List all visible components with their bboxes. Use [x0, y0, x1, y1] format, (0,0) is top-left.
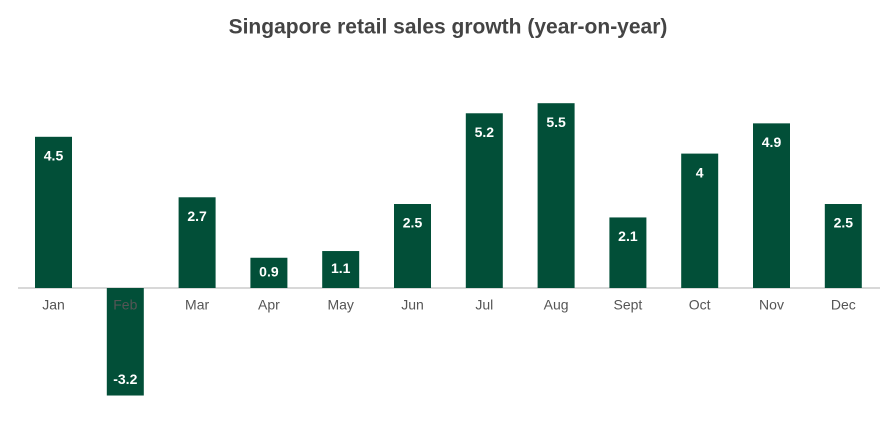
x-tick-label: Sept: [613, 297, 642, 313]
bar: [106, 288, 144, 396]
value-label: 0.9: [259, 264, 279, 280]
bar: [609, 217, 647, 288]
x-tick-label: Nov: [759, 297, 784, 313]
x-tick-label: Jan: [42, 297, 65, 313]
value-label: 5.2: [475, 124, 495, 140]
value-label: -3.2: [113, 371, 137, 387]
bar: [250, 257, 288, 288]
x-tick-label: Jul: [475, 297, 493, 313]
bar: [537, 103, 575, 288]
bar: [35, 136, 72, 288]
bar: [681, 153, 719, 288]
x-tick-label: Mar: [185, 297, 209, 313]
value-label: 2.5: [834, 215, 854, 231]
value-label: 4.9: [762, 134, 782, 150]
value-label: 4: [696, 164, 704, 180]
value-label: 2.1: [618, 228, 638, 244]
x-tick-label: Feb: [113, 297, 137, 313]
x-tick-label: Dec: [831, 297, 856, 313]
bar: [322, 251, 360, 288]
x-tick-label: Apr: [258, 297, 280, 313]
bar: [178, 197, 216, 288]
value-label: 2.7: [187, 208, 207, 224]
x-tick-label: Oct: [689, 297, 711, 313]
value-label: 1.1: [331, 260, 351, 276]
x-tick-label: May: [327, 297, 353, 313]
bar: [394, 204, 431, 288]
value-label: 4.5: [44, 148, 64, 164]
chart-title: Singapore retail sales growth (year-on-y…: [229, 16, 668, 39]
bar: [824, 204, 862, 288]
x-tick-label: Jun: [401, 297, 424, 313]
bar: [753, 123, 790, 288]
x-tick-label: Aug: [544, 297, 569, 313]
value-label: 2.5: [403, 215, 423, 231]
bar: [465, 113, 503, 288]
value-label: 5.5: [546, 114, 566, 130]
